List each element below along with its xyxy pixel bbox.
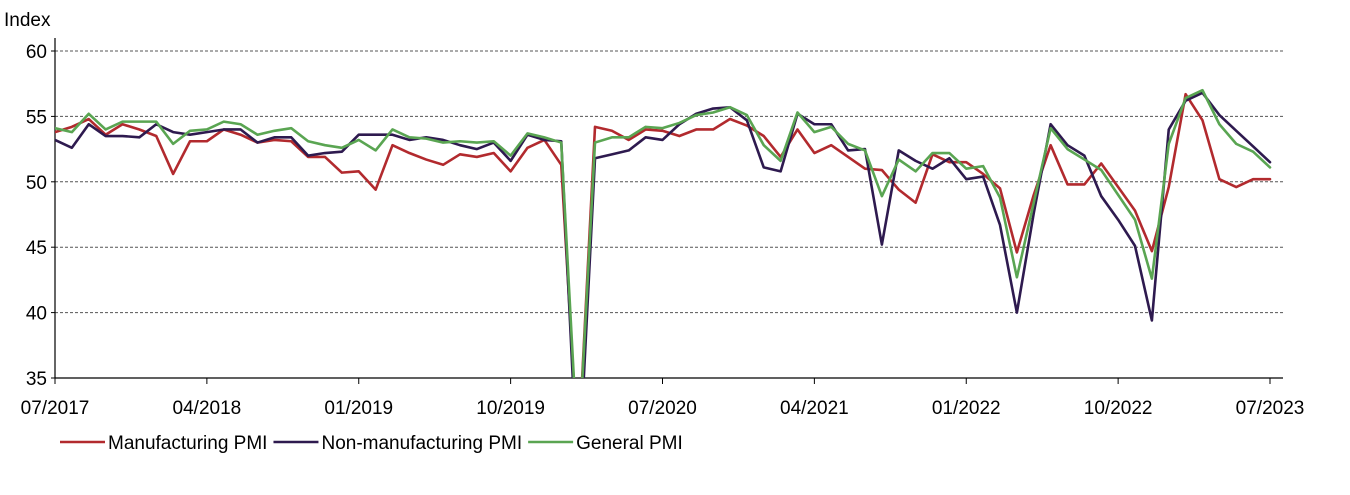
y-axis-label: Index	[4, 10, 51, 31]
axes	[51, 38, 1283, 384]
y-tick-label: 35	[26, 369, 47, 390]
series-line-3	[55, 88, 1272, 378]
legend-label-2: Non-manufacturing PMI	[321, 433, 522, 454]
legend: Manufacturing PMI Non-manufacturing PMI Ge…	[60, 433, 683, 454]
x-tick-label: 01/2019	[324, 398, 393, 419]
tick-labels: 35 40 45 50 55 60 07/2017 04/2018 01/2019 10/2019…	[21, 42, 1305, 419]
series-line-2	[55, 91, 1272, 378]
x-tick-label: 07/2020	[628, 398, 697, 419]
series-lines	[55, 88, 1272, 378]
y-tick-label: 55	[26, 107, 47, 128]
y-tick-label: 40	[26, 304, 47, 325]
y-tick-label: 50	[26, 173, 47, 194]
y-tick-label: 60	[26, 42, 47, 63]
x-tick-label: 10/2022	[1084, 398, 1153, 419]
x-tick-label: 10/2019	[476, 398, 545, 419]
y-tick-label: 45	[26, 238, 47, 259]
x-tick-label: 04/2021	[780, 398, 849, 419]
x-tick-label: 07/2023	[1236, 398, 1305, 419]
x-tick-label: 01/2022	[932, 398, 1001, 419]
gridlines	[55, 50, 1283, 314]
x-tick-label: 04/2018	[173, 398, 242, 419]
x-tick-label: 07/2017	[21, 398, 90, 419]
legend-label-3: General PMI	[576, 433, 683, 454]
legend-label-1: Manufacturing PMI	[108, 433, 267, 454]
